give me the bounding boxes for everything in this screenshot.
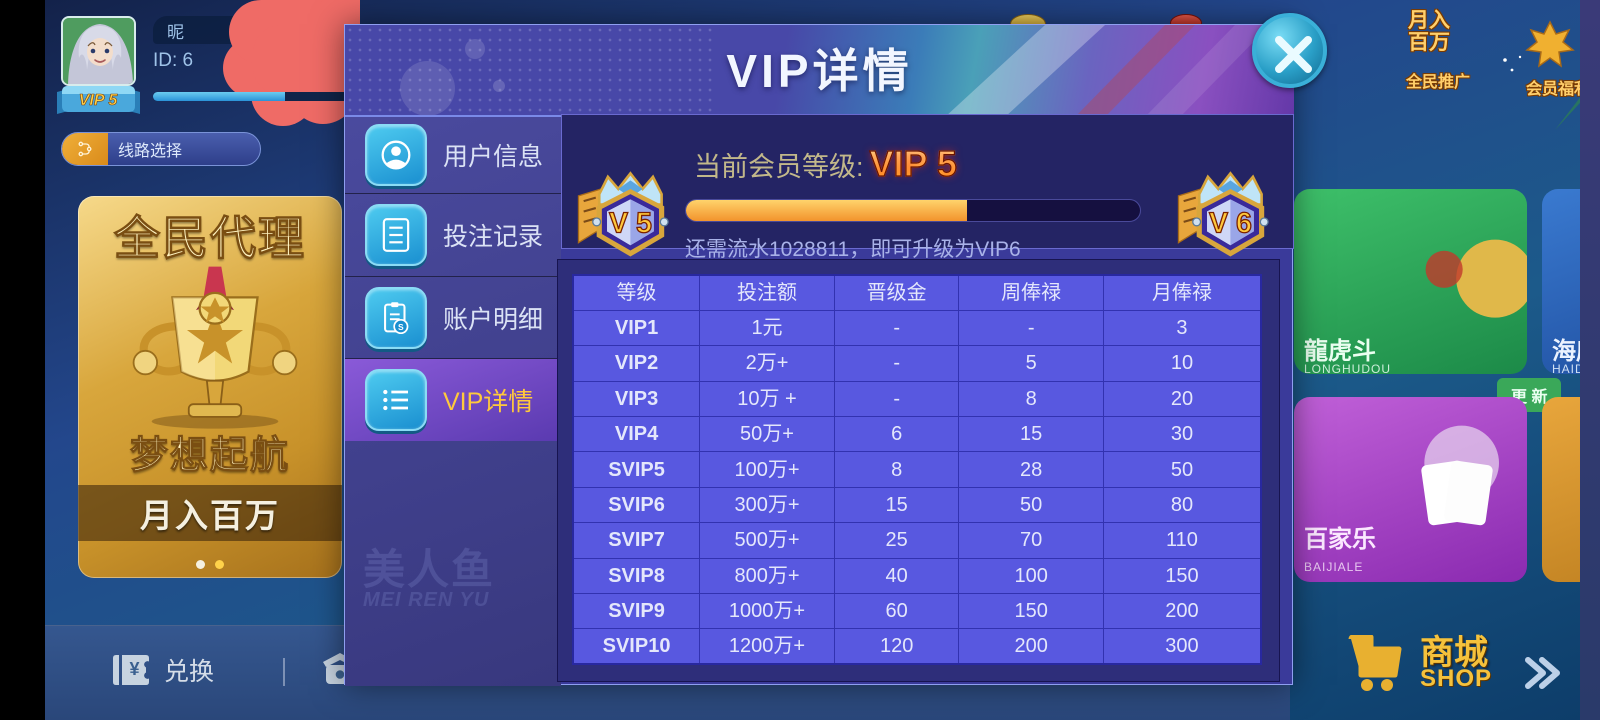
svg-text:¥: ¥ bbox=[129, 659, 139, 679]
svg-text:S: S bbox=[398, 322, 404, 332]
svg-text:V 5: V 5 bbox=[609, 207, 652, 239]
svg-text:V 6: V 6 bbox=[1209, 207, 1252, 239]
svg-text:VIP 5: VIP 5 bbox=[79, 92, 119, 109]
